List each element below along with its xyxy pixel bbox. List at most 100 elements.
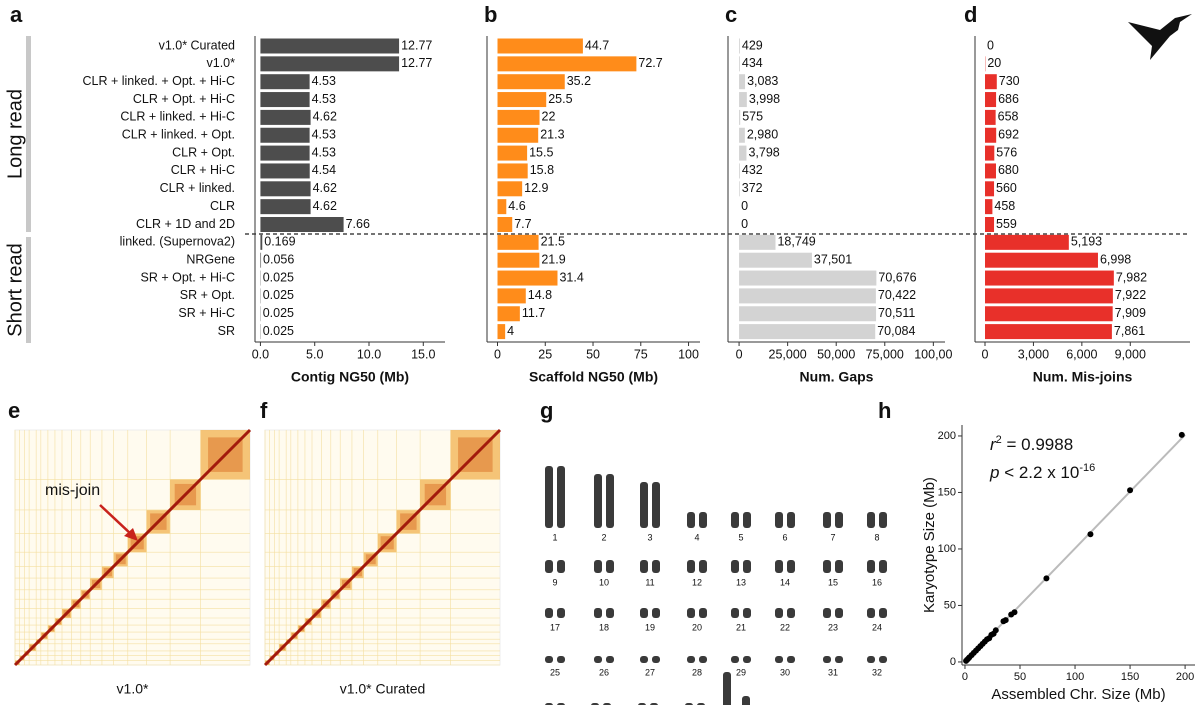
annotation: r2 = 0.9988: [990, 434, 1073, 455]
chromosome: [731, 560, 739, 573]
chromosome: [652, 608, 660, 618]
value-label: 6,998: [1100, 252, 1131, 266]
x-tick-label: 50,000: [817, 347, 855, 361]
bar: [260, 199, 311, 215]
x-tick-label: 15.0: [411, 347, 435, 361]
bar: [260, 217, 344, 232]
karyotype-label: 17: [550, 622, 560, 632]
category-label: NRGene: [186, 252, 235, 266]
bar: [739, 109, 741, 125]
value-label: 12.9: [524, 181, 548, 195]
value-label: 31.4: [559, 270, 583, 284]
chromosome: [699, 656, 707, 663]
chromosome: [775, 656, 783, 663]
karyotype-label: 4: [694, 532, 699, 542]
x-tick-label: 5.0: [306, 347, 323, 361]
chromosome: [723, 672, 731, 705]
chromosome: [731, 656, 739, 663]
bar: [497, 306, 520, 322]
karyotype-label: 18: [599, 622, 609, 632]
value-label: 21.5: [541, 235, 565, 249]
bar: [260, 163, 310, 179]
value-label: 434: [742, 56, 763, 70]
value-label: 0: [987, 38, 994, 52]
category-label: v1.0* Curated: [159, 38, 235, 52]
bar: [260, 74, 310, 90]
bar: [497, 74, 565, 90]
value-label: 680: [998, 163, 1019, 177]
value-label: 22: [542, 110, 556, 124]
value-label: 4.62: [313, 181, 337, 195]
chromosome: [545, 466, 553, 528]
karyotype-label: 32: [872, 667, 882, 677]
bar: [739, 145, 747, 161]
annotation-arrowhead: [124, 528, 138, 541]
value-label: 70,676: [878, 270, 916, 284]
chromosome: [640, 656, 648, 663]
annotation-part: = 0.9988: [1002, 435, 1073, 454]
bar: [985, 127, 997, 143]
category-label: CLR + Opt. + Hi-C: [133, 92, 235, 106]
category-label: CLR + linked. + Hi-C: [120, 110, 235, 124]
value-label: 70,511: [878, 306, 915, 320]
heatmap-label: v1.0* Curated: [340, 681, 426, 697]
value-label: 5,193: [1071, 235, 1102, 249]
chromosome: [594, 608, 602, 618]
bar: [739, 74, 746, 90]
panel-letter: b: [484, 2, 497, 27]
chromosome: [823, 656, 831, 663]
value-label: 7,861: [1114, 324, 1145, 338]
chromosome: [557, 560, 565, 573]
chromosome: [545, 608, 553, 618]
chromosome: [557, 608, 565, 618]
category-label: CLR: [210, 199, 235, 213]
bar: [497, 217, 513, 232]
value-label: 4.53: [312, 74, 336, 88]
karyotype-label: 11: [645, 577, 654, 587]
value-label: 18,749: [777, 235, 815, 249]
chromosome: [879, 512, 887, 528]
bar: [985, 92, 997, 108]
chromosome: [787, 560, 795, 573]
bar: [497, 234, 539, 250]
value-label: 14.8: [528, 288, 552, 302]
chromosome: [687, 560, 695, 573]
bar: [497, 288, 526, 304]
chromosome: [687, 512, 695, 528]
annotation-part: -16: [1079, 462, 1095, 474]
chromosome: [835, 560, 843, 573]
chromosome: [557, 466, 565, 528]
chromosome: [835, 512, 843, 528]
bar: [985, 217, 995, 232]
bar: [985, 252, 1098, 268]
chromosome: [879, 608, 887, 618]
karyotype-label: 10: [599, 577, 609, 587]
chromosome: [743, 560, 751, 573]
category-label: CLR + Opt.: [172, 145, 235, 159]
value-label: 70,422: [878, 288, 916, 302]
value-label: 4.53: [312, 92, 336, 106]
bar: [739, 234, 776, 250]
chromosome: [743, 608, 751, 618]
bar: [985, 163, 996, 179]
chromosome: [823, 512, 831, 528]
scatter-point: [1087, 531, 1094, 538]
karyotype-label: 6: [782, 532, 787, 542]
bar: [739, 56, 740, 72]
value-label: 4.54: [312, 163, 336, 177]
chromosome: [687, 656, 695, 663]
chromosome: [867, 608, 875, 618]
bar: [985, 234, 1069, 250]
bar: [497, 324, 506, 340]
chromosome: [743, 656, 751, 663]
bar: [260, 127, 310, 143]
value-label: 15.5: [529, 145, 553, 159]
karyotype-label: 27: [645, 667, 655, 677]
karyotype-label: 28: [692, 667, 702, 677]
x-tick-label: 100,00: [914, 347, 952, 361]
karyotype-label: 14: [780, 577, 790, 587]
value-label: 37,501: [814, 252, 852, 266]
chromosome: [775, 608, 783, 618]
bar: [497, 163, 528, 179]
